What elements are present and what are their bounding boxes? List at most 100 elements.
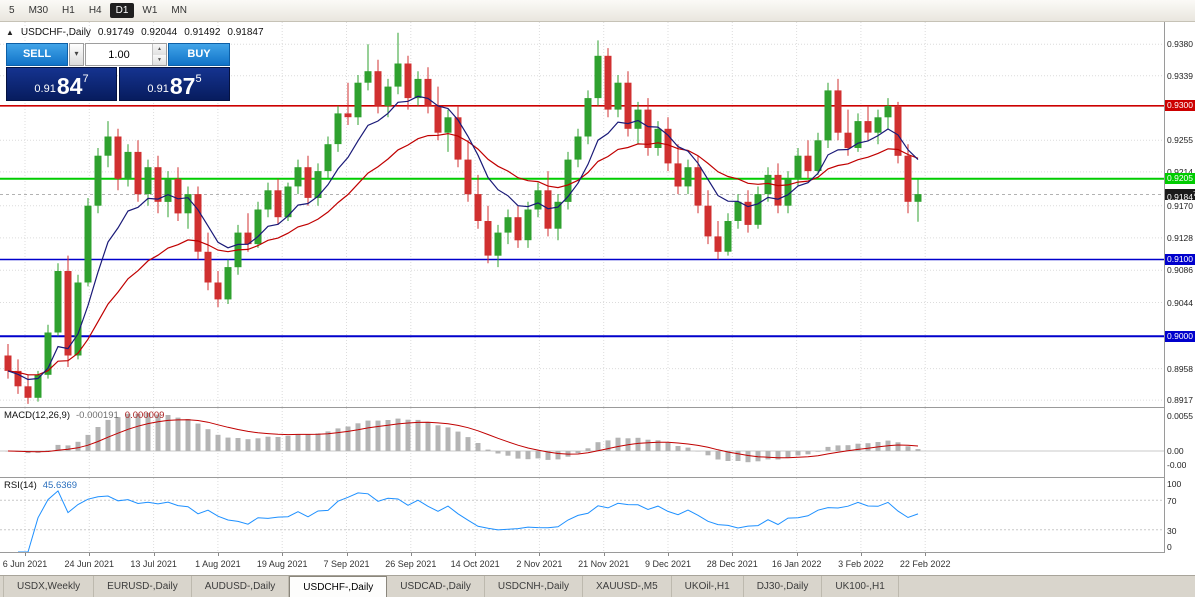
spin-up-icon[interactable]: ▲ — [153, 44, 166, 55]
sell-price-sup: 7 — [82, 73, 89, 85]
price-tick-label: 0.9214 — [1167, 166, 1193, 177]
timeframe-button-h4[interactable]: H4 — [88, 5, 102, 16]
chart-symbol-icon: ▲ — [6, 28, 14, 37]
timeframe-button-h1[interactable]: H1 — [62, 5, 75, 16]
chart-tab-xauusd-m5[interactable]: XAUUSD-,M5 — [583, 576, 672, 597]
chart-ohlc-header: ▲ USDCHF-,Daily 0.91749 0.92044 0.91492 … — [6, 27, 264, 38]
price-tick-label: 0.8958 — [1167, 363, 1193, 374]
time-tick — [410, 553, 412, 556]
date-label: 2 Nov 2021 — [516, 559, 563, 569]
timeframe-button-d1[interactable]: D1 — [109, 3, 135, 18]
time-tick — [89, 553, 91, 556]
macd-header: MACD(12,26,9) -0.000191 0.000009 — [4, 410, 164, 421]
chart-tabs-bar: USDX,Weekly EURUSD-,Daily AUDUSD-,Daily USD… — [0, 575, 1195, 597]
date-label: 6 Jun 2021 — [2, 559, 48, 569]
volume-input[interactable] — [86, 44, 152, 65]
date-label: 16 Jan 2022 — [771, 559, 822, 569]
ohlc-low: 0.91492 — [184, 27, 221, 38]
date-label: 22 Feb 2022 — [899, 559, 951, 569]
date-label: 13 Jul 2021 — [130, 559, 177, 569]
rsi-indicator-chart[interactable] — [0, 478, 1164, 552]
time-axis[interactable]: 6 Jun 2021 24 Jun 2021 13 Jul 2021 1 Aug 20… — [0, 553, 1164, 574]
chart-tab-usdchf-daily[interactable]: USDCHF-,Daily — [289, 576, 388, 597]
price-level-badge: 0.9205 — [1165, 173, 1195, 185]
macd-scale-label: -0.00 — [1167, 460, 1187, 470]
chart-tab-audusd-daily[interactable]: AUDUSD-,Daily — [192, 576, 290, 597]
chart-tab-usdcad-daily[interactable]: USDCAD-,Daily — [387, 576, 485, 597]
time-tick — [603, 553, 605, 556]
chart-tab-usdx-weekly[interactable]: USDX,Weekly — [3, 576, 95, 597]
sell-price-big: 84 — [56, 73, 83, 99]
date-label: 1 Aug 2021 — [195, 559, 241, 569]
price-tick-label: 0.9128 — [1167, 232, 1193, 243]
time-tick — [282, 553, 284, 556]
sell-button[interactable]: SELL — [6, 43, 68, 66]
date-label: 24 Jun 2021 — [64, 559, 115, 569]
date-label: 26 Sep 2021 — [385, 559, 437, 569]
macd-signal-value: 0.000009 — [124, 410, 165, 421]
chart-tab-uk100-h1[interactable]: UK100-,H1 — [822, 576, 899, 597]
buy-price-prefix: 0.91 — [147, 83, 169, 95]
time-tick — [539, 553, 541, 556]
one-click-trading-panel: SELL ▾ ▲ ▼ BUY 0.91 84 7 0.9 — [6, 43, 230, 101]
buy-price-display[interactable]: 0.91 87 5 — [119, 67, 230, 101]
price-level-badge: 0.9100 — [1165, 254, 1195, 265]
date-label: 14 Oct 2021 — [450, 559, 500, 569]
time-tick — [217, 553, 219, 556]
price-tick-label: 0.9380 — [1167, 39, 1193, 50]
macd-main-value: -0.000191 — [76, 410, 119, 421]
chart-tab-eurusd-daily[interactable]: EURUSD-,Daily — [94, 576, 192, 597]
timeframe-button-mn[interactable]: MN — [171, 5, 187, 16]
date-label: 7 Sep 2021 — [323, 559, 370, 569]
time-tick — [153, 553, 155, 556]
timeframe-button-m30[interactable]: M30 — [28, 5, 49, 16]
ohlc-open: 0.91749 — [97, 27, 135, 38]
buy-button[interactable]: BUY — [168, 43, 230, 66]
ohlc-high: 0.92044 — [141, 27, 178, 38]
panel-splitter[interactable] — [0, 407, 1195, 408]
price-tick-label: 0.9255 — [1167, 135, 1193, 146]
time-tick — [25, 553, 26, 556]
candlestick-chart[interactable] — [0, 22, 1164, 407]
sell-price-display[interactable]: 0.91 84 7 — [6, 67, 117, 101]
time-tick — [925, 553, 927, 556]
volume-field: ▲ ▼ — [85, 43, 167, 66]
chevron-down-icon[interactable]: ▾ — [69, 43, 84, 66]
price-level-badge: 0.9000 — [1165, 330, 1195, 342]
spin-down-icon[interactable]: ▼ — [153, 54, 166, 65]
rsi-scale-label: 100 — [1167, 479, 1182, 489]
panel-splitter[interactable] — [0, 552, 1195, 553]
price-tick-label: 0.9086 — [1167, 265, 1193, 276]
price-axis[interactable]: 0.9380 0.9339 0.9255 0.9214 0.9170 0.9128 0.90… — [1164, 22, 1195, 553]
chart-tab-ukoil-h1[interactable]: UKOil-,H1 — [672, 576, 744, 597]
timeframe-button-w1[interactable]: W1 — [142, 5, 158, 16]
buy-price-big: 87 — [169, 73, 196, 99]
price-tick-label: 0.9170 — [1167, 200, 1193, 211]
time-tick — [796, 553, 798, 556]
current-price-badge: 0.91847 — [1165, 188, 1195, 202]
chart-tab-usdcnh-daily[interactable]: USDCNH-,Daily — [485, 576, 583, 597]
date-label: 19 Aug 2021 — [256, 559, 308, 569]
macd-indicator-chart[interactable] — [0, 408, 1164, 477]
main-chart-region: ▲ USDCHF-,Daily 0.91749 0.92044 0.91492 … — [0, 22, 1195, 407]
date-label: 21 Nov 2021 — [578, 559, 630, 569]
time-tick — [860, 553, 862, 556]
date-label: 3 Feb 2022 — [838, 559, 884, 569]
time-tick — [668, 553, 669, 556]
rsi-header: RSI(14) 45.6369 — [4, 480, 77, 491]
price-tick-label: 0.9044 — [1167, 297, 1193, 308]
date-label: 9 Dec 2021 — [644, 559, 692, 569]
macd-scale-label: 0.0055 — [1167, 411, 1193, 421]
chart-tab-dj30-daily[interactable]: DJ30-,Daily — [744, 576, 823, 597]
panel-splitter[interactable] — [0, 477, 1195, 478]
price-tick-label: 0.9339 — [1167, 70, 1193, 81]
rsi-scale-label: 30 — [1167, 525, 1177, 536]
date-label: 28 Dec 2021 — [706, 559, 758, 569]
time-tick — [475, 553, 477, 556]
macd-scale-label: 0.00 — [1167, 446, 1184, 456]
ohlc-close: 0.91847 — [227, 27, 264, 38]
volume-spinner[interactable]: ▲ ▼ — [152, 44, 166, 65]
timeframe-button-5[interactable]: 5 — [9, 5, 15, 16]
sell-price-prefix: 0.91 — [34, 83, 56, 95]
